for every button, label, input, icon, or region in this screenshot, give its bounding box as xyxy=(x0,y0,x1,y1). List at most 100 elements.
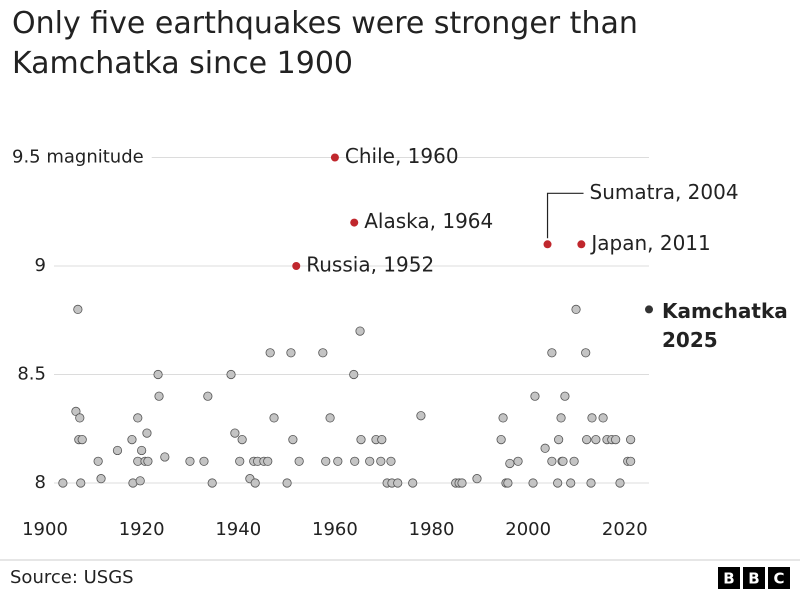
point xyxy=(185,456,195,466)
point xyxy=(127,434,137,445)
point xyxy=(571,304,581,314)
point xyxy=(356,434,366,445)
point xyxy=(318,348,328,358)
point xyxy=(325,413,335,423)
point xyxy=(615,478,625,488)
point xyxy=(376,456,386,466)
y-tick-label: 8 xyxy=(35,472,46,493)
point xyxy=(199,456,209,466)
point xyxy=(365,456,375,466)
x-tick-label: 2020 xyxy=(602,519,648,540)
point xyxy=(540,443,550,453)
point xyxy=(286,348,296,358)
point xyxy=(626,434,636,445)
point xyxy=(505,458,515,469)
point xyxy=(235,456,245,466)
annotation: Alaska, 1964 xyxy=(364,209,493,233)
point xyxy=(355,326,365,336)
annotation: Kamchatka 2025 xyxy=(662,299,788,352)
point xyxy=(203,391,213,401)
point xyxy=(153,369,163,380)
source: Source: USGS xyxy=(10,567,134,588)
point xyxy=(547,348,557,358)
point xyxy=(377,434,387,445)
leader-line xyxy=(546,192,584,239)
point xyxy=(265,348,275,358)
point xyxy=(582,434,592,445)
x-tick-label: 2000 xyxy=(505,519,551,540)
point xyxy=(142,428,152,438)
point xyxy=(611,434,621,445)
point xyxy=(75,413,85,423)
point xyxy=(73,304,83,314)
logo-letter: C xyxy=(773,570,784,588)
point xyxy=(288,434,298,445)
point xyxy=(294,456,304,466)
logo-letter: B xyxy=(748,570,759,588)
point xyxy=(626,456,636,466)
point xyxy=(292,262,301,270)
point xyxy=(598,413,608,423)
y-tick-label: 8.5 xyxy=(17,364,46,385)
point xyxy=(547,456,557,466)
annotation: Chile, 1960 xyxy=(345,144,459,168)
point xyxy=(269,413,279,423)
point xyxy=(393,478,403,488)
chart-title: Only five earthquakes were stronger than… xyxy=(12,6,638,81)
point xyxy=(330,153,339,162)
annotation: Russia, 1952 xyxy=(306,253,434,277)
point xyxy=(587,413,597,423)
logo-letter: B xyxy=(723,570,734,588)
point xyxy=(472,474,482,484)
point xyxy=(282,478,292,488)
point xyxy=(530,391,540,401)
point xyxy=(321,456,331,466)
point xyxy=(586,478,596,488)
point xyxy=(76,478,86,488)
annotation: Sumatra, 2004 xyxy=(590,180,739,204)
logo-box xyxy=(718,567,740,589)
point xyxy=(591,434,601,445)
point xyxy=(350,218,359,227)
logo-box xyxy=(768,567,790,589)
point xyxy=(386,456,396,466)
point xyxy=(350,456,360,466)
point xyxy=(408,478,418,488)
point xyxy=(133,413,143,423)
y-tick-label: 9.5 magnitude xyxy=(12,147,144,168)
point xyxy=(503,478,513,488)
point xyxy=(577,240,586,249)
point xyxy=(58,478,68,488)
point xyxy=(513,456,523,466)
x-tick-label: 1960 xyxy=(312,519,358,540)
x-tick-label: 1980 xyxy=(409,519,455,540)
y-tick-label: 9 xyxy=(35,255,46,276)
point xyxy=(566,478,576,488)
point xyxy=(569,456,579,466)
point xyxy=(556,413,566,423)
point xyxy=(496,434,506,445)
point xyxy=(553,478,563,488)
point xyxy=(457,478,467,488)
point xyxy=(143,456,153,466)
point xyxy=(581,348,591,358)
point xyxy=(96,474,106,484)
point xyxy=(237,434,247,445)
annotation: Japan, 2011 xyxy=(589,231,710,255)
point xyxy=(558,456,568,466)
point xyxy=(554,434,564,445)
point xyxy=(263,456,273,466)
point xyxy=(416,411,426,421)
point xyxy=(137,445,147,456)
point xyxy=(226,369,236,380)
point xyxy=(543,240,552,249)
point xyxy=(333,456,343,466)
point xyxy=(230,428,240,438)
point xyxy=(135,476,145,486)
point xyxy=(112,445,123,456)
point xyxy=(160,452,170,462)
point xyxy=(93,456,103,466)
point xyxy=(207,478,217,488)
point xyxy=(498,413,508,423)
